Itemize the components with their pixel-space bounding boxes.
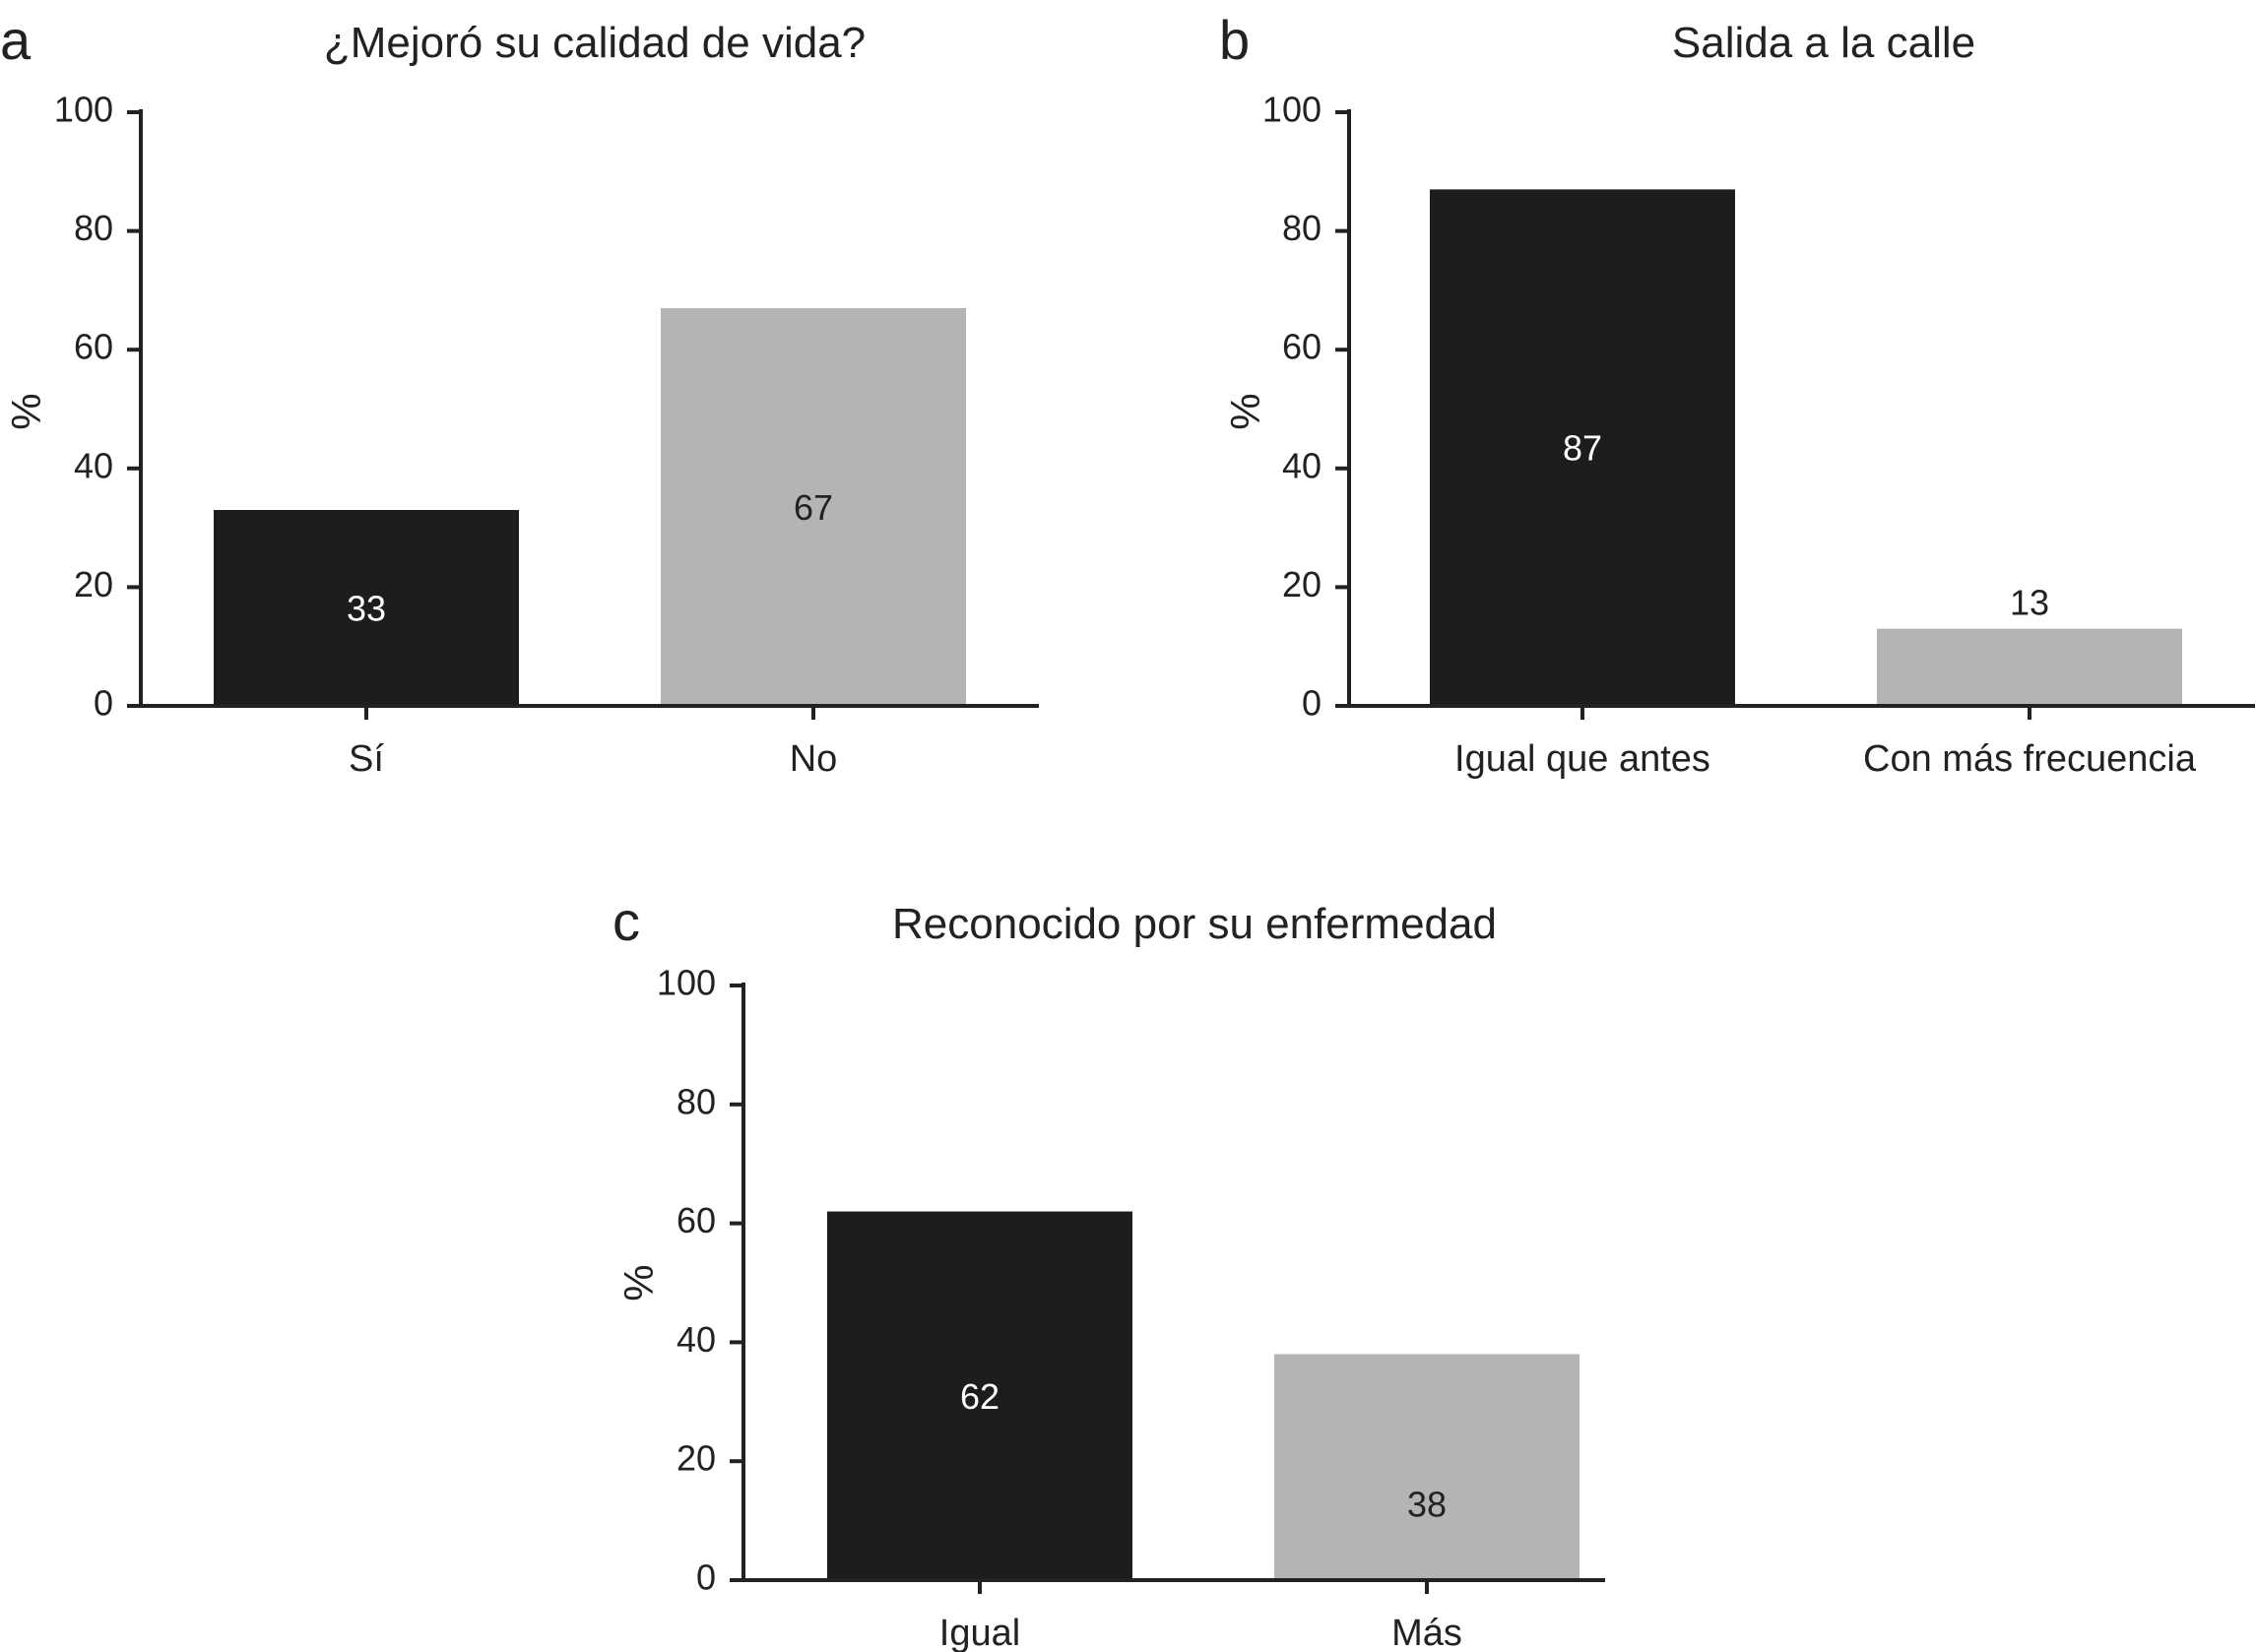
panel-letter: b xyxy=(1219,9,1250,71)
x-tick-label: Sí xyxy=(349,738,384,780)
y-tick-label: 20 xyxy=(1282,564,1321,604)
x-tick-label: Igual que antes xyxy=(1454,738,1710,780)
y-axis-label: % xyxy=(3,393,49,429)
bar-con-más-frecuencia xyxy=(1877,628,2182,706)
y-tick-label: 40 xyxy=(677,1319,716,1360)
y-tick-label: 20 xyxy=(74,564,113,604)
y-tick-label: 60 xyxy=(677,1200,716,1240)
y-tick-label: 80 xyxy=(1282,208,1321,248)
y-tick-label: 100 xyxy=(54,90,113,130)
data-label: 38 xyxy=(1407,1485,1447,1525)
bar-sí xyxy=(214,510,519,706)
y-axis-label: % xyxy=(1222,393,1268,429)
data-label: 87 xyxy=(1563,428,1602,469)
y-tick-label: 100 xyxy=(657,963,716,1003)
y-tick-label: 60 xyxy=(1282,327,1321,367)
y-tick-label: 80 xyxy=(677,1081,716,1121)
chart-panel-c: c Reconocido por su enfermedad% 0 20 40 60 80 1… xyxy=(612,890,1605,1652)
chart-panel-b: b Salida a la calle% 0 20 40 60 80 100 Igual que… xyxy=(1219,9,2255,780)
bar-igual xyxy=(827,1211,1132,1580)
y-tick-label: 80 xyxy=(74,208,113,248)
y-tick-label: 0 xyxy=(94,683,113,724)
y-tick-label: 40 xyxy=(1282,445,1321,485)
chart-panel-a: a ¿Mejoró su calidad de vida?% 0 20 40 60 80 10… xyxy=(0,9,1039,780)
data-label: 13 xyxy=(2010,583,2049,623)
y-tick-label: 20 xyxy=(677,1438,716,1479)
x-tick-label: Con más frecuencia xyxy=(1863,738,2197,780)
y-tick-label: 0 xyxy=(696,1557,716,1598)
y-tick-label: 0 xyxy=(1302,683,1321,724)
bar-más xyxy=(1274,1354,1579,1580)
panel-letter: a xyxy=(0,9,32,71)
chart-title: ¿Mejoró su calidad de vida? xyxy=(324,19,866,67)
bar-no xyxy=(661,307,966,706)
y-tick-label: 40 xyxy=(74,445,113,485)
chart-title: Reconocido por su enfermedad xyxy=(892,900,1497,948)
data-label: 62 xyxy=(960,1376,999,1417)
panel-letter: c xyxy=(612,890,640,952)
x-tick-label: No xyxy=(790,738,838,780)
x-tick-label: Igual xyxy=(939,1613,1020,1652)
data-label: 33 xyxy=(347,589,386,629)
y-tick-label: 100 xyxy=(1262,90,1321,130)
x-tick-label: Más xyxy=(1391,1613,1462,1652)
bar-igual-que-antes xyxy=(1430,189,1735,706)
y-tick-label: 60 xyxy=(74,327,113,367)
chart-title: Salida a la calle xyxy=(1672,19,1975,67)
y-axis-label: % xyxy=(615,1264,662,1301)
data-label: 67 xyxy=(794,487,833,528)
